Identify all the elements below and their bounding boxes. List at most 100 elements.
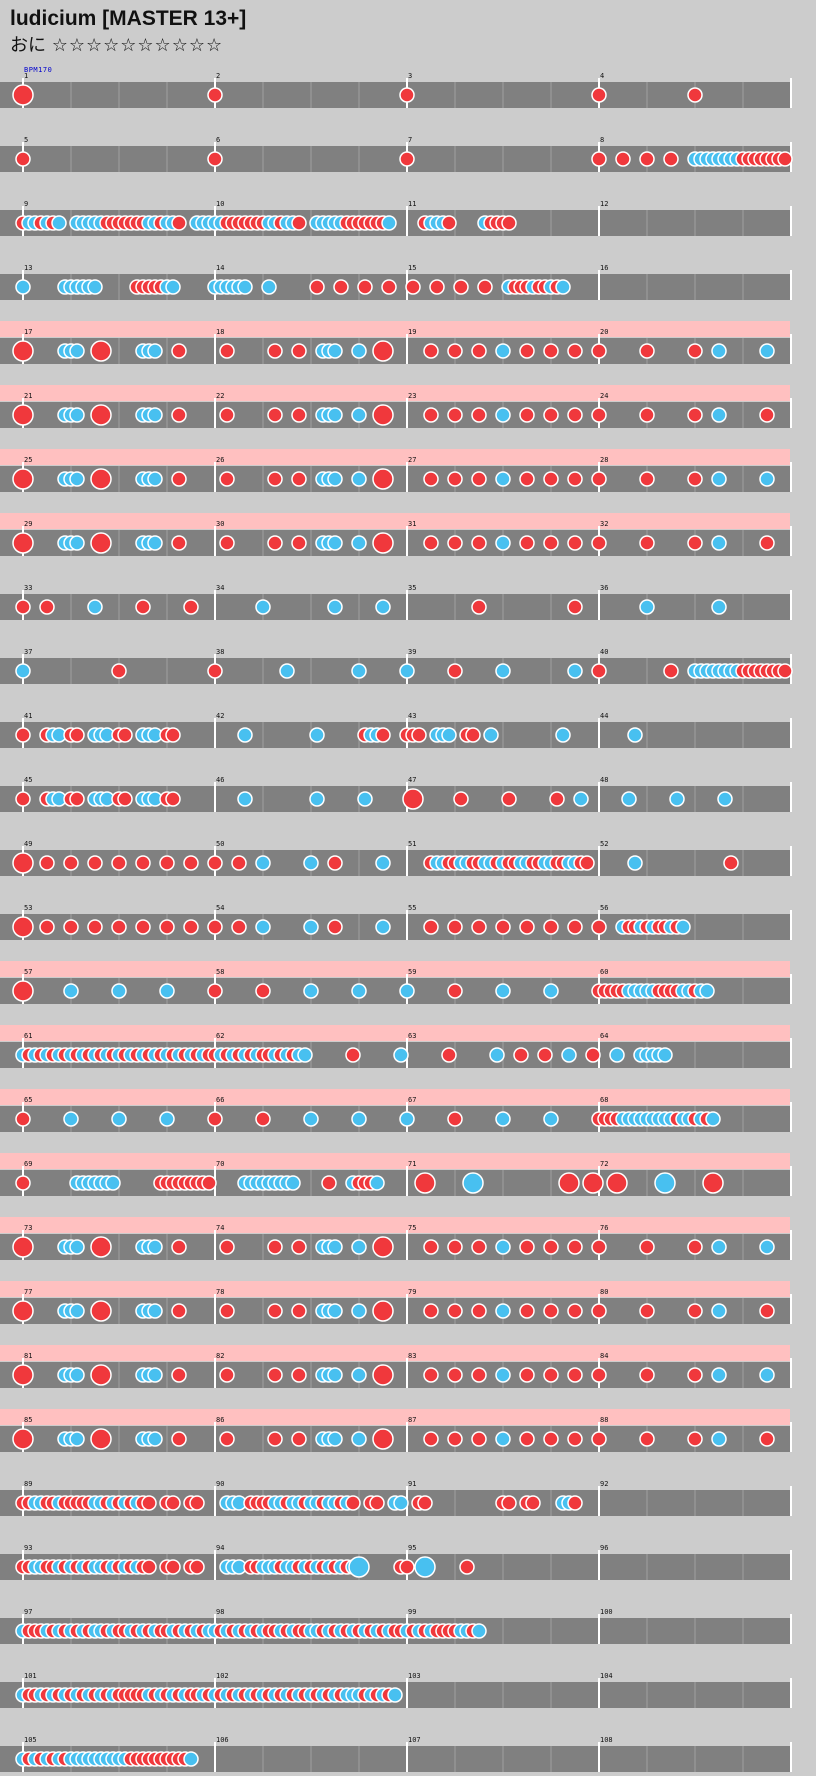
don-note xyxy=(543,343,559,359)
don-note xyxy=(471,471,487,487)
don-note xyxy=(219,1431,235,1447)
big-don-note xyxy=(702,1172,724,1194)
ka-note xyxy=(327,599,343,615)
ka-note xyxy=(327,1303,343,1319)
don-note xyxy=(447,535,463,551)
ka-note xyxy=(495,1111,511,1127)
measure-number: 63 xyxy=(408,1032,416,1040)
measure-number: 105 xyxy=(24,1736,37,1744)
measure-number: 13 xyxy=(24,264,32,272)
note-lane xyxy=(0,1362,790,1388)
measure-number: 96 xyxy=(600,1544,608,1552)
measure-number: 98 xyxy=(216,1608,224,1616)
gogo-band xyxy=(0,321,790,337)
don-note xyxy=(441,1047,457,1063)
don-note xyxy=(639,471,655,487)
don-note xyxy=(171,407,187,423)
ka-note xyxy=(441,727,457,743)
don-note xyxy=(219,1303,235,1319)
don-note xyxy=(87,919,103,935)
gogo-band xyxy=(0,1345,790,1361)
don-note xyxy=(471,407,487,423)
gogo-band xyxy=(0,1281,790,1297)
ka-note xyxy=(393,1495,409,1511)
measure-number: 24 xyxy=(600,392,608,400)
don-note xyxy=(567,1303,583,1319)
note-lane xyxy=(0,82,790,108)
don-note xyxy=(291,407,307,423)
bpm-label: BPM170 xyxy=(24,66,53,74)
measure-number: 107 xyxy=(408,1736,421,1744)
big-don-note xyxy=(558,1172,580,1194)
don-note xyxy=(519,407,535,423)
ka-note xyxy=(351,471,367,487)
ka-note xyxy=(87,279,103,295)
note-lane xyxy=(0,530,790,556)
don-note xyxy=(639,407,655,423)
measure-number: 22 xyxy=(216,392,224,400)
measure-number: 77 xyxy=(24,1288,32,1296)
don-note xyxy=(141,1495,157,1511)
don-note xyxy=(135,919,151,935)
measure-number: 9 xyxy=(24,200,28,208)
don-note xyxy=(471,1303,487,1319)
don-note xyxy=(381,279,397,295)
measure-number: 1 xyxy=(24,72,28,80)
don-note xyxy=(171,1367,187,1383)
gogo-band xyxy=(0,1025,790,1041)
measure-number: 104 xyxy=(600,1672,613,1680)
measure-number: 6 xyxy=(216,136,220,144)
chart-row: 89 90 91 92 xyxy=(0,1480,792,1516)
don-note xyxy=(219,1367,235,1383)
ka-note xyxy=(111,983,127,999)
don-note xyxy=(459,1559,475,1575)
measure-number: 21 xyxy=(24,392,32,400)
don-note xyxy=(159,855,175,871)
don-note xyxy=(543,471,559,487)
chart-row: 85 86 87 88 xyxy=(0,1409,792,1452)
ka-note xyxy=(351,1111,367,1127)
big-don-note xyxy=(12,852,34,874)
don-note xyxy=(87,855,103,871)
measure-number: 73 xyxy=(24,1224,32,1232)
don-note xyxy=(189,1495,205,1511)
difficulty-stars: ☆☆☆☆☆☆☆☆☆☆ xyxy=(51,35,224,56)
ka-note xyxy=(495,983,511,999)
ka-note xyxy=(387,1687,403,1703)
don-note xyxy=(165,791,181,807)
ka-note xyxy=(51,215,67,231)
don-note xyxy=(255,1111,271,1127)
don-note xyxy=(543,1239,559,1255)
ka-note xyxy=(495,343,511,359)
ka-note xyxy=(609,1047,625,1063)
ka-note xyxy=(495,1367,511,1383)
ka-note xyxy=(183,1751,199,1767)
ka-note xyxy=(399,983,415,999)
don-note xyxy=(333,279,349,295)
chart-title: ludicium [MASTER 13+] xyxy=(10,7,247,30)
don-note xyxy=(171,343,187,359)
ka-note xyxy=(495,535,511,551)
don-note xyxy=(111,855,127,871)
ka-note xyxy=(285,1175,301,1191)
measure-number: 12 xyxy=(600,200,608,208)
don-note xyxy=(423,1239,439,1255)
don-note xyxy=(447,983,463,999)
note-lane xyxy=(0,402,790,428)
don-note xyxy=(219,407,235,423)
big-don-note xyxy=(372,1236,394,1258)
don-note xyxy=(327,919,343,935)
measure-number: 16 xyxy=(600,264,608,272)
measure-number: 91 xyxy=(408,1480,416,1488)
don-note xyxy=(591,407,607,423)
big-don-note xyxy=(90,404,112,426)
ka-note xyxy=(351,1303,367,1319)
big-don-note xyxy=(12,340,34,362)
ka-note xyxy=(555,279,571,295)
chart-row: 21 22 23 24 xyxy=(0,385,792,428)
chart-row: 45 46 47 48 xyxy=(0,776,792,812)
don-note xyxy=(537,1047,553,1063)
don-note xyxy=(687,1303,703,1319)
don-note xyxy=(639,535,655,551)
ka-note xyxy=(255,919,271,935)
